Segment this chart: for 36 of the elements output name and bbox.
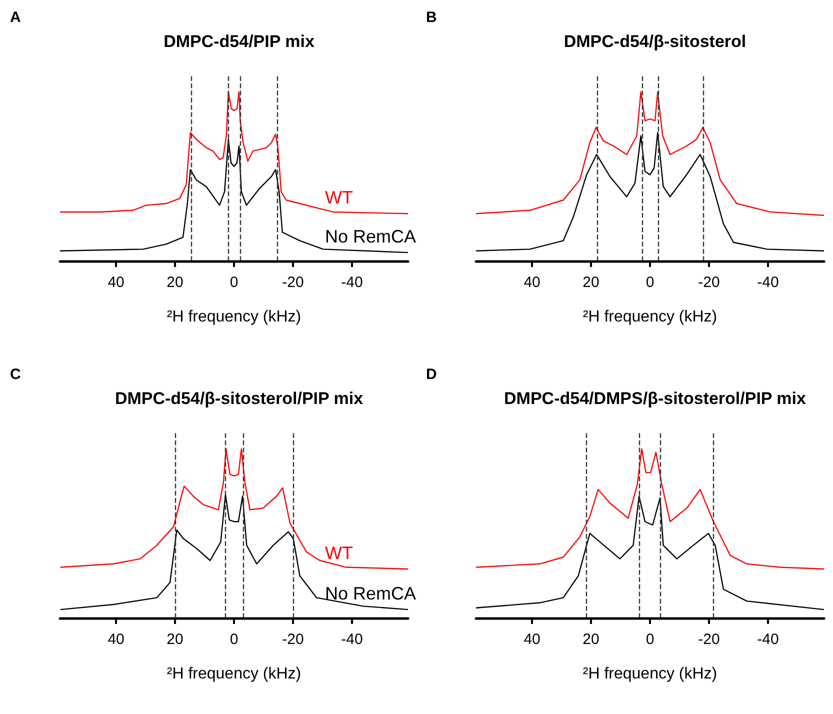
x-tick-label: -40: [341, 274, 363, 291]
x-tick-label: -40: [757, 631, 779, 648]
text: B: [426, 9, 437, 26]
x-axis-title: ²H frequency (kHz): [166, 308, 302, 326]
x-tick-label: 20: [582, 274, 600, 291]
x-tick-label: 40: [524, 274, 540, 291]
series-label: WT: [325, 542, 353, 563]
series-label: No RemCA: [325, 226, 416, 247]
x-axis-title: ²H frequency (kHz): [582, 666, 718, 682]
x-tick-label: -20: [282, 274, 304, 291]
x-tick-label: 0: [230, 274, 238, 291]
x-tick-label: -20: [698, 631, 720, 648]
x-axis-title: ²H frequency (kHz): [582, 308, 718, 326]
x-tick-label: 40: [108, 631, 124, 648]
x-tick-label: -40: [341, 631, 363, 648]
x-axis-title: ²H frequency (kHz): [166, 666, 302, 682]
x-tick-label: -20: [698, 274, 720, 291]
x-tick-label: -20: [282, 631, 304, 648]
chart-title: DMPC-d54/β-sitosterol: [564, 32, 746, 51]
x-tick-label: -40: [757, 274, 779, 291]
series-label: No RemCA: [325, 584, 416, 604]
chart-title: DMPC-d54/DMPS/β-sitosterol/PIP mix: [504, 389, 807, 408]
x-tick-label: 0: [646, 274, 654, 291]
x-tick-label: 40: [524, 631, 540, 648]
text: C: [10, 366, 21, 383]
x-tick-label: 20: [582, 631, 600, 648]
x-tick-label: 20: [166, 631, 184, 648]
series-label: WT: [325, 188, 353, 208]
chart-title: DMPC-d54/β-sitosterol/PIP mix: [114, 389, 364, 408]
text: A: [10, 9, 21, 26]
chart-title: DMPC-d54/PIP mix: [164, 32, 315, 51]
x-tick-label: 0: [230, 631, 238, 648]
x-tick-label: 40: [108, 274, 124, 291]
x-tick-label: 20: [166, 274, 184, 291]
x-tick-label: 0: [646, 631, 654, 648]
text: D: [426, 366, 437, 383]
